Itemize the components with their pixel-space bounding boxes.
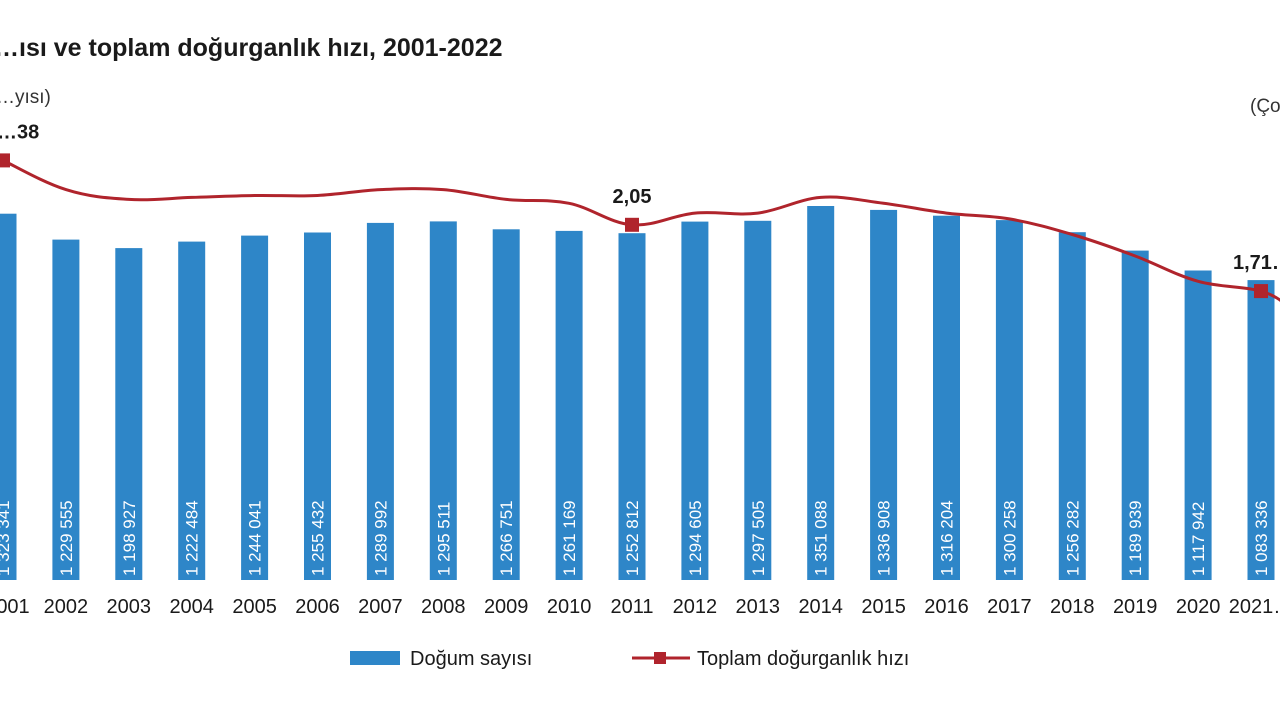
- x-tick-2020: 2020: [1176, 596, 1221, 618]
- line-marker-2021: [1254, 284, 1268, 299]
- x-tick-2009: 2009: [484, 596, 529, 618]
- bar-value-label-2008: 1 295 511: [434, 502, 453, 576]
- chart-title: …ısı ve toplam doğurganlık hızı, 2001-20…: [0, 34, 503, 62]
- bar-2012: [681, 221, 709, 580]
- x-tick-2005: 2005: [232, 596, 277, 618]
- x-tick-2011: 2011: [610, 596, 653, 618]
- bar-value-label-2011: 1 252 812: [623, 500, 642, 576]
- bar-value-label-2014: 1 351 088: [812, 500, 831, 576]
- legend-bar-swatch: [350, 651, 400, 665]
- x-tick-2010: 2010: [547, 596, 592, 618]
- bar-value-label-2013: 1 297 505: [749, 500, 768, 576]
- bar-value-label-2017: 1 300 258: [1000, 500, 1019, 576]
- x-tick-2012: 2012: [673, 596, 718, 618]
- x-tick-2013: 2013: [736, 596, 781, 618]
- legend-line-label: Toplam doğurganlık hızı: [697, 648, 909, 670]
- line-marker-2011: [625, 217, 639, 232]
- x-tick-2007: 2007: [358, 596, 403, 618]
- bar-2002: [52, 239, 80, 580]
- bar-2010: [555, 230, 583, 580]
- line-series: …38 2,05 1,71…: [0, 121, 1280, 302]
- bar-2007: [366, 222, 394, 580]
- bar-2013: [744, 220, 772, 581]
- bar-2015: [870, 209, 898, 580]
- x-tick-2015: 2015: [861, 596, 906, 618]
- bar-2003: [115, 248, 143, 580]
- line-point-label-2001: …38: [0, 121, 39, 143]
- legend-line-marker: [654, 652, 666, 664]
- x-tick-2014: 2014: [798, 596, 843, 618]
- bar-2006: [304, 232, 331, 580]
- bar-value-label-2015: 1 336 908: [875, 500, 894, 576]
- bar-2009: [492, 229, 520, 581]
- bar-value-label-2012: 1 294 605: [686, 500, 705, 576]
- bar-value-label-2006: 1 255 432: [309, 500, 328, 576]
- bar-value-label-2007: 1 289 992: [371, 500, 390, 576]
- legend: Doğum sayısı Toplam doğurganlık hızı: [350, 648, 909, 670]
- x-tick-2021: 2021…: [1229, 596, 1280, 618]
- x-tick-2019: 2019: [1113, 596, 1158, 618]
- bar-value-label-2020: 1 117 942: [1189, 502, 1208, 576]
- right-unit-label: (Ço…: [1250, 96, 1280, 117]
- left-unit-label: …yısı): [0, 87, 51, 108]
- bar-2008: [429, 221, 457, 580]
- bar-2021: [1247, 280, 1275, 580]
- bar-value-label-2021: 1 083 336: [1252, 500, 1271, 576]
- bar-value-label-2003: 1 198 927: [120, 500, 139, 576]
- legend-bar-label: Doğum sayısı: [410, 648, 532, 670]
- x-axis: …001 2002 2003 2004 2005 2006 2007 2008 2009 2010…: [0, 596, 1280, 618]
- bar-value-label-2001: 1 323 341: [0, 500, 13, 576]
- x-tick-2002: 2002: [44, 596, 89, 618]
- bar-2001: [0, 213, 17, 580]
- x-tick-2016: 2016: [924, 596, 969, 618]
- bar-value-label-2016: 1 316 204: [938, 500, 957, 576]
- bar-2004: [178, 241, 206, 580]
- bar-2018: [1058, 232, 1086, 580]
- bar-value-label-2019: 1 189 939: [1126, 500, 1145, 576]
- x-tick-2003: 2003: [107, 596, 152, 618]
- x-tick-2006: 2006: [295, 596, 340, 618]
- bar-2011: [618, 233, 646, 580]
- bar-2017: [995, 220, 1023, 580]
- bar-series: [0, 206, 1275, 581]
- line-point-label-2021: 1,71…: [1233, 252, 1280, 274]
- fertility-rate-line: [2, 159, 1280, 302]
- bar-value-label-2010: 1 261 169: [560, 500, 579, 576]
- bar-2020: [1184, 270, 1212, 580]
- bar-value-label-2009: 1 266 751: [497, 500, 516, 576]
- line-marker-2001: [0, 153, 10, 168]
- x-tick-2008: 2008: [421, 596, 466, 618]
- bar-2016: [933, 215, 960, 580]
- x-tick-2001: …001: [0, 596, 30, 618]
- x-tick-2017: 2017: [987, 596, 1032, 618]
- x-tick-2018: 2018: [1050, 596, 1095, 618]
- bar-value-label-2004: 1 222 484: [183, 500, 202, 576]
- x-tick-2004: 2004: [169, 596, 214, 618]
- bar-value-label-2005: 1 244 041: [246, 500, 265, 576]
- bar-2019: [1121, 250, 1149, 580]
- line-point-label-2011: 2,05: [613, 186, 652, 208]
- bar-2005: [241, 235, 269, 580]
- bar-value-labels: 1 323 341 1 229 555 1 198 927 1 222 484 1 24…: [0, 500, 1271, 576]
- bar-value-label-2018: 1 256 282: [1063, 500, 1082, 576]
- bar-2014: [807, 206, 835, 580]
- bar-value-label-2002: 1 229 555: [57, 500, 76, 576]
